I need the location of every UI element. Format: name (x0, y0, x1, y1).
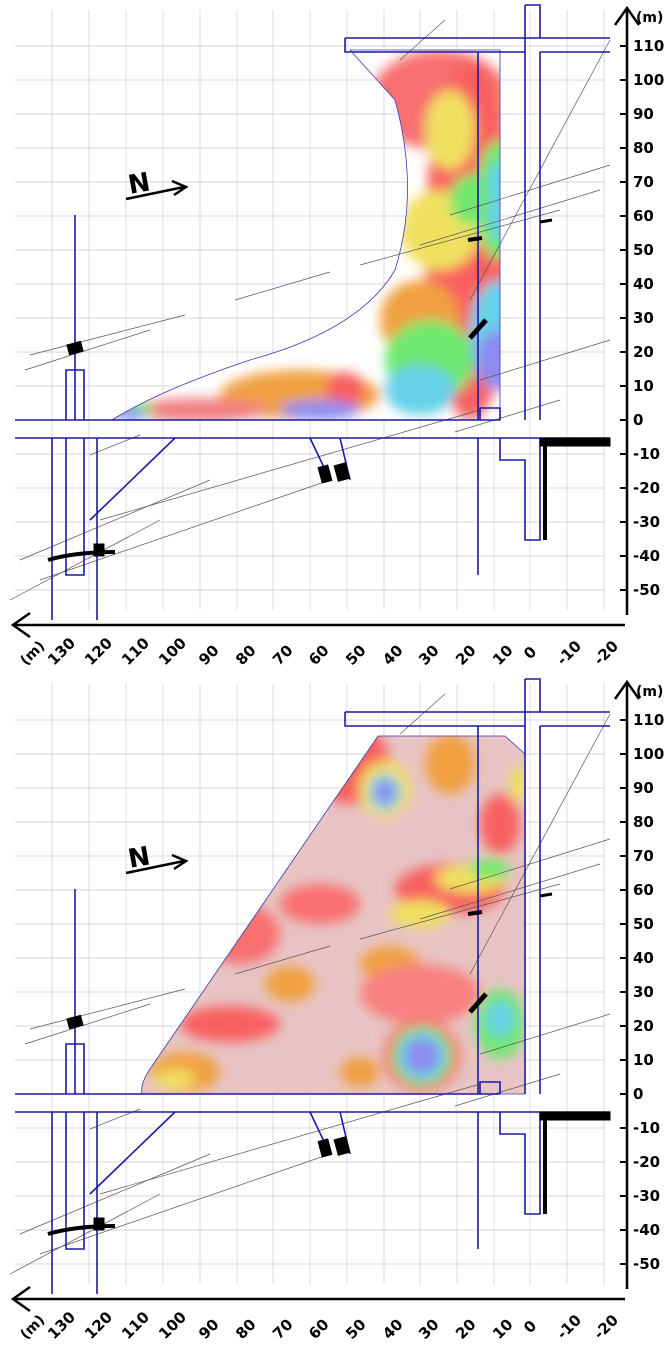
y-tick-label: 0 (633, 411, 643, 429)
x-tick-label: -10 (553, 637, 585, 669)
y-tick-label: 100 (633, 745, 664, 763)
fracture-traces (9, 19, 611, 601)
y-tick-label: 20 (633, 1017, 654, 1035)
x-tick-label: 120 (81, 1308, 116, 1343)
y-tick-label: 60 (633, 881, 654, 899)
x-tick-label: -10 (553, 1311, 585, 1343)
x-tick-label: 50 (342, 1315, 369, 1342)
y-tick-label: -50 (633, 581, 660, 599)
x-tick-label: 40 (379, 1315, 406, 1342)
diagram-panel-bottom: (m) 110 100 90 80 70 60 50 40 30 20 10 0… (0, 674, 669, 1348)
borehole-markers (47, 218, 611, 562)
x-axis-unit: (m) (18, 638, 49, 669)
x-tick-labels: (m) 130 120 110 100 90 80 70 60 50 40 30… (18, 634, 622, 669)
y-tick-label: -30 (633, 1187, 660, 1205)
y-tick-label: -10 (633, 1119, 660, 1137)
y-tick-label: 60 (633, 207, 654, 225)
x-tick-label: 100 (155, 1308, 190, 1343)
y-tick-marks (620, 719, 627, 1265)
x-axis-unit: (m) (18, 1312, 49, 1343)
y-tick-label: 20 (633, 343, 654, 361)
y-tick-labels: 110 100 90 80 70 60 50 40 30 20 10 0 -10… (633, 711, 664, 1273)
tunnel-plan-svg-bottom: (m) 110 100 90 80 70 60 50 40 30 20 10 0… (9, 678, 664, 1343)
x-tick-label: 100 (155, 634, 190, 669)
x-tick-label: -20 (590, 1311, 622, 1343)
tunnel-outline (15, 678, 610, 1294)
x-tick-label: 130 (44, 1308, 79, 1343)
x-tick-label: 90 (195, 641, 222, 668)
y-tick-label: -40 (633, 547, 660, 565)
y-tick-label: 70 (633, 173, 654, 191)
x-tick-label: 60 (305, 641, 332, 668)
y-tick-label: 110 (633, 711, 664, 729)
tunnel-plan-svg-top: (m) 110 100 90 80 70 60 50 40 30 20 10 0… (9, 4, 664, 669)
y-tick-label: -10 (633, 445, 660, 463)
y-tick-label: -40 (633, 1221, 660, 1239)
x-tick-labels: (m) 130 120 110 100 90 80 70 60 50 40 30… (18, 1308, 622, 1343)
x-axis (10, 1285, 625, 1313)
x-tick-label: 110 (118, 634, 153, 669)
y-tick-label: 80 (633, 813, 654, 831)
north-arrow: N (125, 842, 189, 875)
y-axis (613, 679, 641, 1289)
y-tick-label: -20 (633, 1153, 660, 1171)
x-tick-label: -20 (590, 637, 622, 669)
x-tick-label: 10 (489, 1315, 516, 1342)
x-tick-label: 30 (415, 641, 442, 668)
x-tick-label: 40 (379, 641, 406, 668)
y-tick-marks (620, 45, 627, 591)
y-tick-label: 10 (633, 377, 654, 395)
y-tick-label: 90 (633, 779, 654, 797)
y-tick-label: 40 (633, 949, 654, 967)
y-tick-label: 80 (633, 139, 654, 157)
x-tick-label: 60 (305, 1315, 332, 1342)
y-tick-label: 70 (633, 847, 654, 865)
y-tick-label: 0 (633, 1085, 643, 1103)
diagram-panel-top: (m) 110 100 90 80 70 60 50 40 30 20 10 0… (9, 4, 664, 669)
x-axis (10, 611, 625, 639)
north-arrow: N (125, 168, 189, 201)
x-tick-label: 130 (44, 634, 79, 669)
y-tick-label: 110 (633, 37, 664, 55)
y-axis-unit: (m) (636, 10, 663, 26)
x-tick-label: 90 (195, 1315, 222, 1342)
borehole-markers (47, 892, 611, 1236)
y-tick-label: 100 (633, 71, 664, 89)
y-tick-labels: 110 100 90 80 70 60 50 40 30 20 10 0 -10… (633, 37, 664, 599)
y-tick-label: 50 (633, 915, 654, 933)
tunnel-outline (15, 4, 610, 620)
x-tick-label: 0 (520, 1317, 540, 1337)
y-tick-label: 40 (633, 275, 654, 293)
y-tick-label: -50 (633, 1255, 660, 1273)
velocity-field (112, 50, 500, 420)
y-tick-label: -20 (633, 479, 660, 497)
x-tick-label: 50 (342, 641, 369, 668)
y-tick-label: 30 (633, 309, 654, 327)
x-tick-label: 110 (118, 1308, 153, 1343)
y-tick-label: 30 (633, 983, 654, 1001)
x-tick-label: 10 (489, 641, 516, 668)
y-tick-label: 10 (633, 1051, 654, 1069)
grid (15, 10, 605, 610)
x-tick-label: 80 (232, 1315, 259, 1342)
x-tick-label: 70 (269, 1315, 296, 1342)
y-tick-label: -30 (633, 513, 660, 531)
y-axis-unit: (m) (636, 684, 663, 700)
x-tick-label: 120 (81, 634, 116, 669)
x-tick-label: 0 (520, 643, 540, 663)
x-tick-label: 70 (269, 641, 296, 668)
y-axis (613, 5, 641, 615)
x-tick-label: 80 (232, 641, 259, 668)
x-tick-label: 20 (452, 1315, 479, 1342)
y-tick-label: 50 (633, 241, 654, 259)
x-tick-label: 30 (415, 1315, 442, 1342)
x-tick-label: 20 (452, 641, 479, 668)
y-tick-label: 90 (633, 105, 654, 123)
